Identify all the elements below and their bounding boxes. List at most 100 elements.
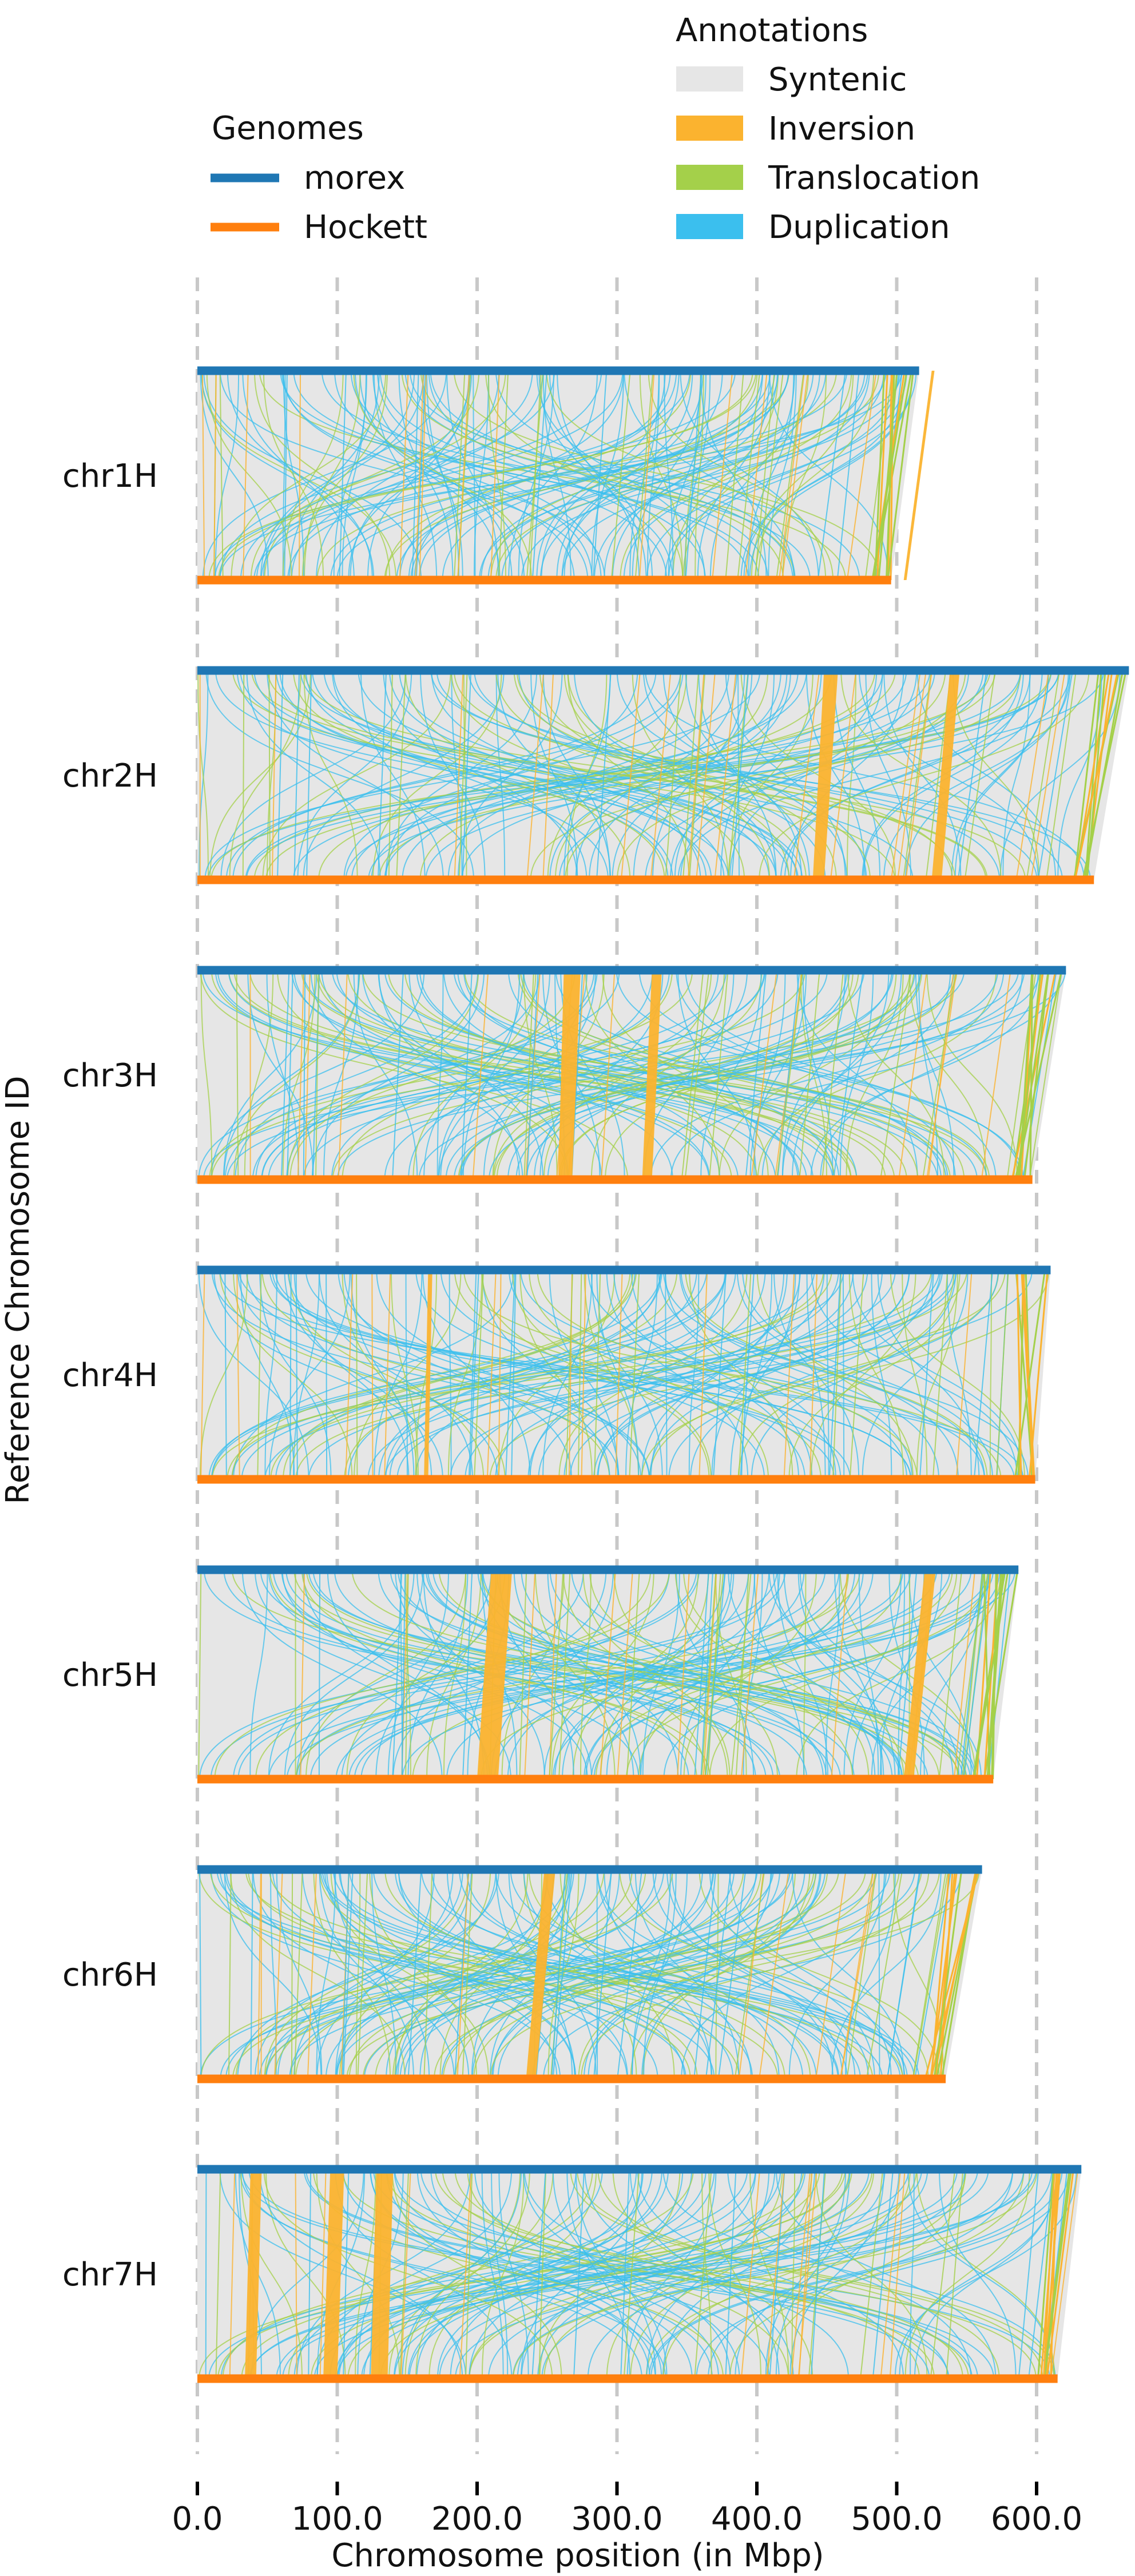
curve [474,2169,740,2379]
curve [430,370,793,581]
curve [337,970,1066,1180]
panel-chr2H: chr2H [62,666,1129,884]
alignment-line [523,970,534,1180]
curve [652,1869,843,2079]
curve [244,970,274,1180]
curve [334,1869,430,2079]
alignment-line [694,1569,709,1780]
alignment-line [1029,970,1063,1180]
curve [915,970,955,1180]
curve [677,970,757,1180]
alignment-line [880,2169,902,2379]
alignment-line [399,370,409,581]
curve [215,670,729,880]
curve [521,2169,643,2379]
curve [545,1869,752,2079]
alignment-line [228,1869,232,2079]
curve [213,1269,443,1480]
curve [275,1269,727,1480]
panel-chr1H: chr1H [62,366,935,585]
alignment-line [878,370,898,581]
curve [197,670,209,880]
alignment-line [453,370,466,581]
alignment-line [274,1869,283,2079]
alignment-line [995,1269,1009,1480]
curve [387,1569,450,1780]
curve [333,370,367,581]
inversion-chr3H-0 [558,970,581,1180]
curve [232,1869,866,2079]
curve [650,2169,1063,2379]
alignment-line [257,1869,261,2079]
alignment-line [957,670,987,880]
curve [303,670,505,880]
alignment-line [388,670,393,880]
curve [282,370,344,581]
curve [319,1269,474,1480]
curve [701,2169,712,2379]
curve [310,970,523,1180]
curve [788,1269,961,1480]
curve [261,970,766,1180]
alignment-line [1073,670,1100,880]
alignment-line [846,370,877,581]
alignment-line [229,2169,236,2379]
curve [946,1269,972,1480]
alignment-line [401,1569,406,1780]
curve [537,1269,918,1480]
alignment-line [897,670,927,880]
curve [405,1269,408,1480]
chromosome-label-chr4H: chr4H [62,1357,158,1394]
curve [709,370,796,581]
curve [259,1869,758,2079]
curve [626,1569,990,1780]
curve [890,1269,1026,1480]
curve [267,670,444,880]
curve [442,1869,874,2079]
curve [616,670,966,880]
x-axis-label: Chromosome position (in Mbp) [331,2537,824,2574]
alignment-line [599,1569,617,1780]
curve [231,1269,815,1480]
curve [589,1569,854,1780]
alignment-line [938,1569,963,1780]
alignment-line [687,670,705,880]
alignment-line [308,2169,312,2379]
curve [241,2169,642,2379]
curve [597,2169,1000,2379]
alignment-line [289,1269,292,1480]
alignment-line [200,1269,205,1480]
curve [522,2169,731,2379]
alignment-curves-chr7H [199,2169,1079,2379]
curve [225,670,681,880]
curve [204,670,761,880]
curve [631,1869,671,2079]
alignment-line [897,1569,918,1780]
curve [332,670,707,880]
curve [245,1269,650,1480]
alignment-line [303,970,306,1180]
curve [518,670,826,880]
curve [533,970,748,1180]
curve [313,1869,391,2079]
alignment-line [465,2169,473,2379]
alignment-line [617,1869,643,2079]
curve [496,970,859,1180]
alignment-line [242,670,245,880]
curve [479,370,868,581]
alignment-line [727,670,749,880]
curve [348,1869,920,2079]
alignment-line [1014,970,1063,1180]
chromosome-label-chr5H: chr5H [62,1657,158,1694]
curve [469,2169,917,2379]
curve [404,970,852,1180]
alignment-line [531,370,547,581]
alignment-line [462,1869,473,2079]
alignment-line [284,370,288,581]
curve [353,1269,462,1480]
alignment-line [319,2169,327,2379]
curve [902,1269,928,1480]
alignment-line [960,1569,983,1780]
panel-chr4H: chr4H [62,1265,1051,1484]
alignment-line [615,1269,623,1480]
